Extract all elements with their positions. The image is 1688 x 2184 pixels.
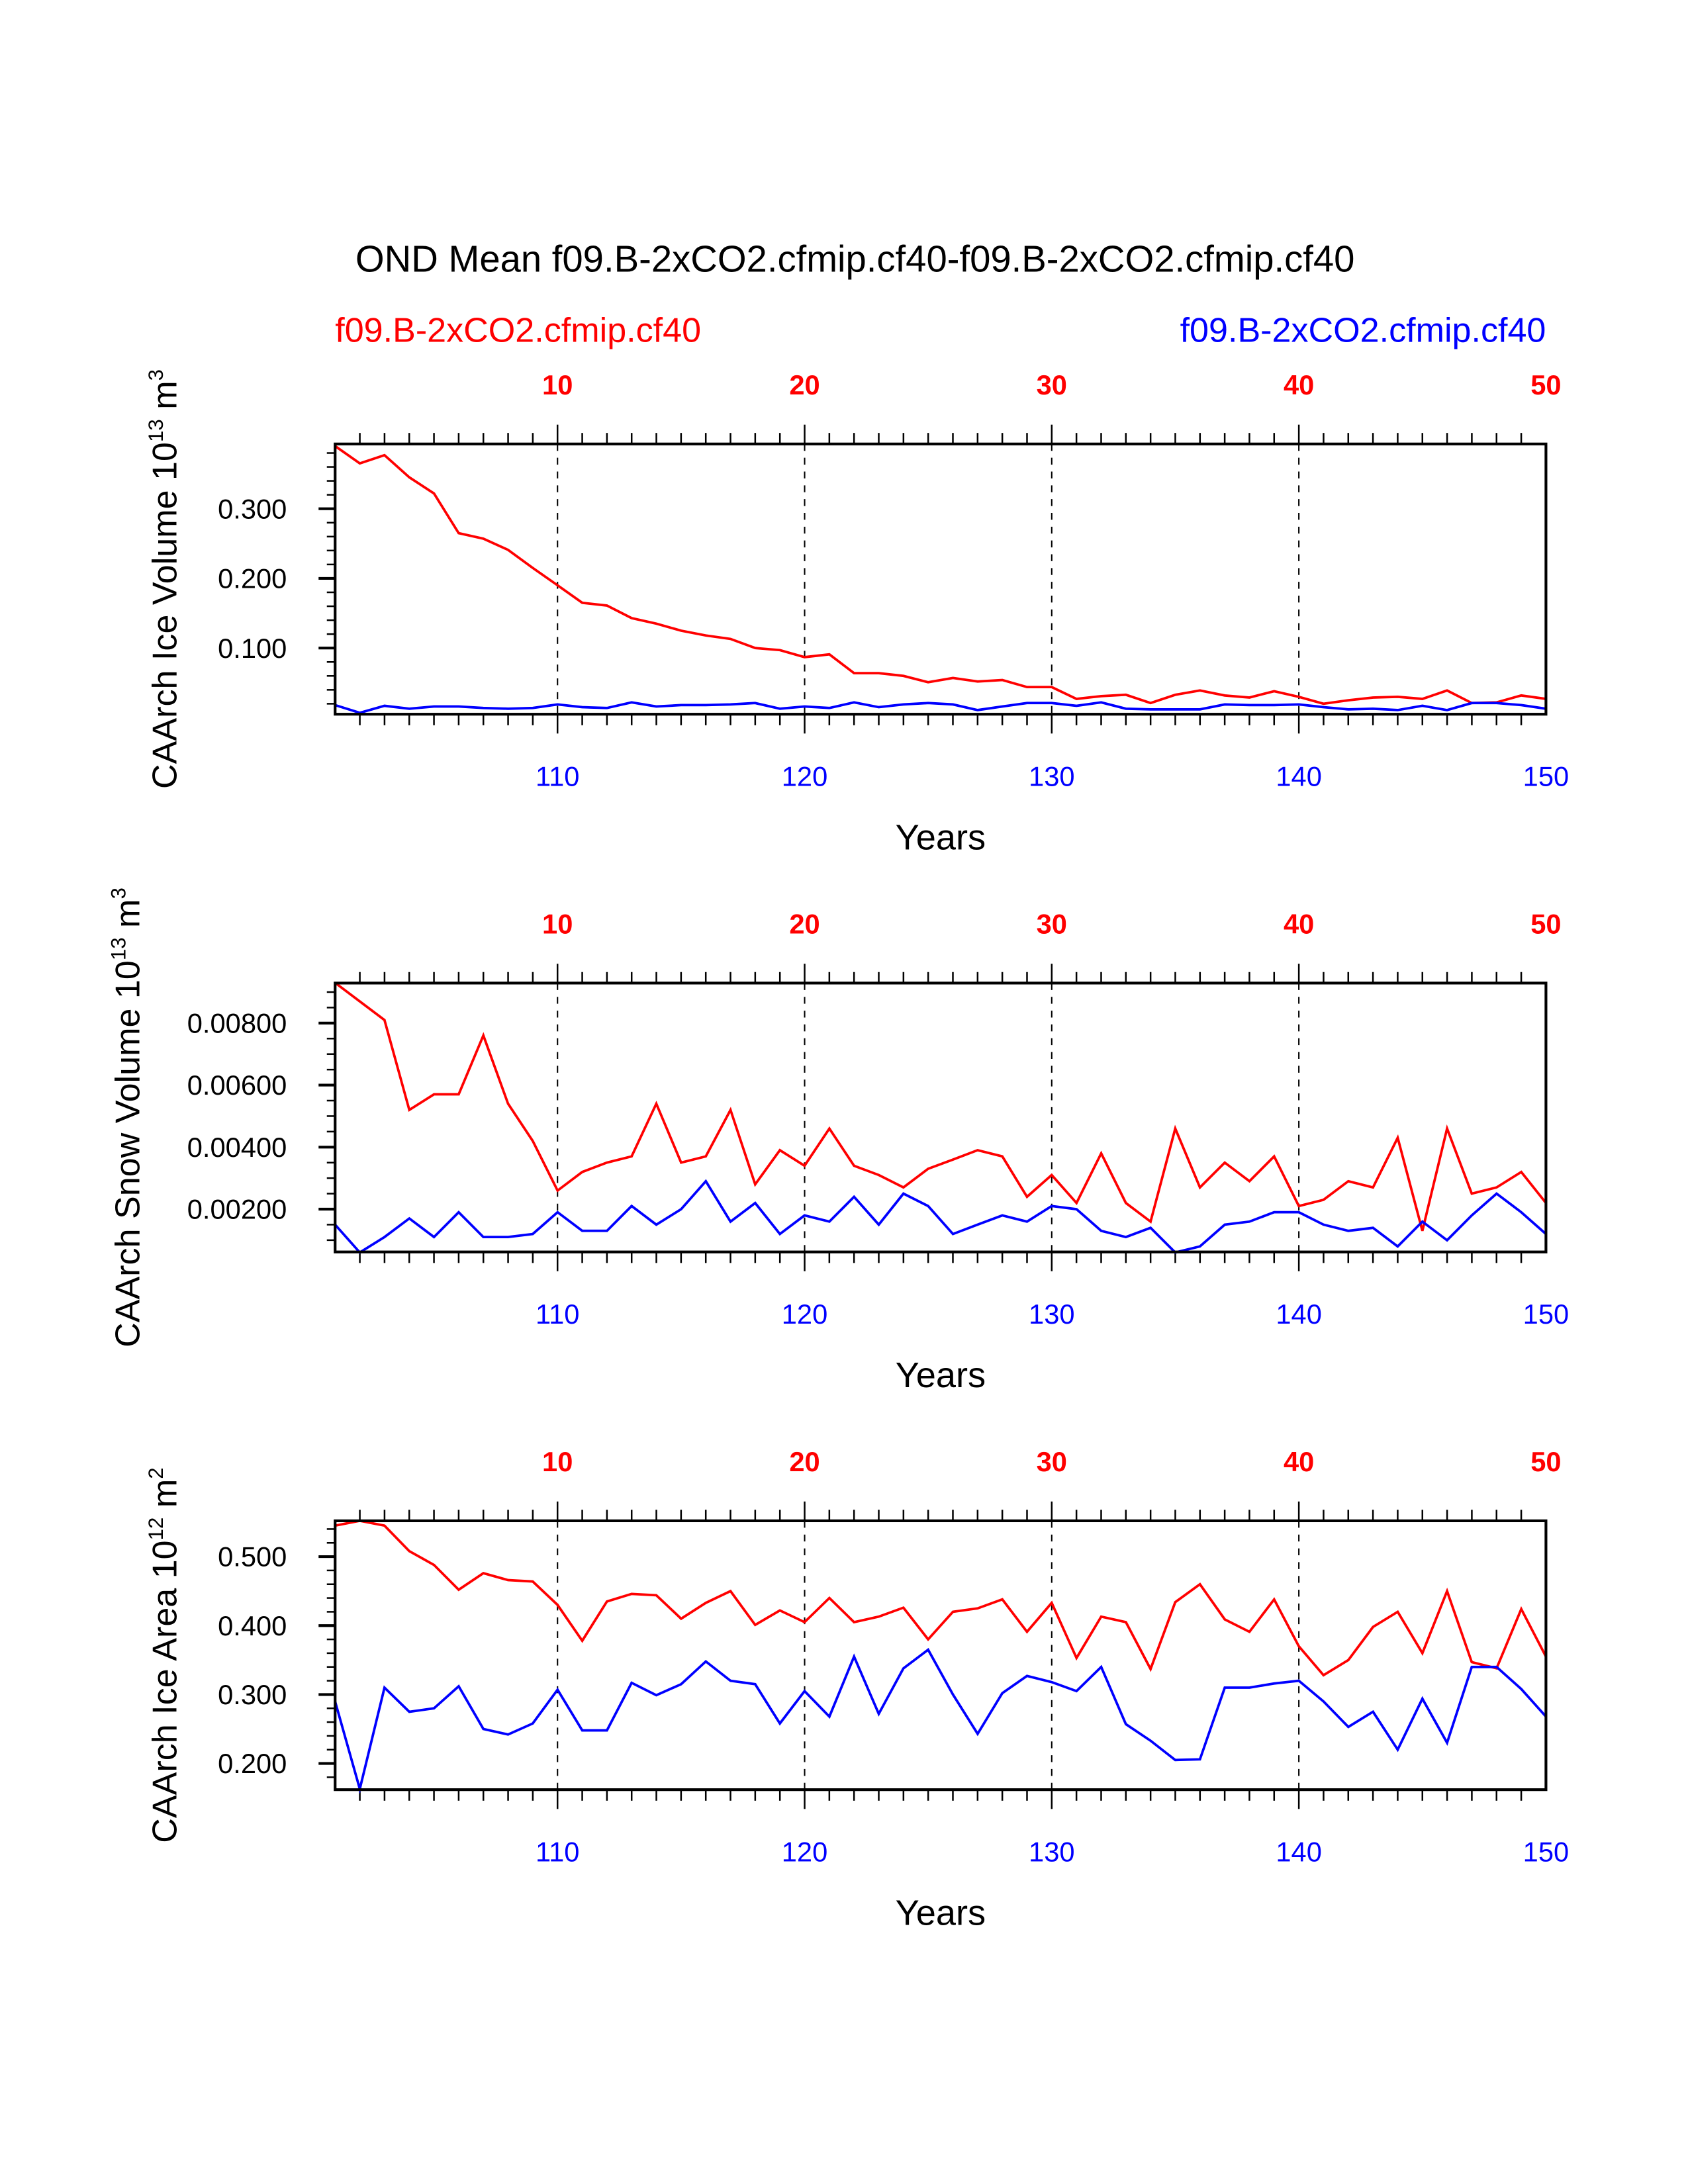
top-tick-label: 10	[542, 1446, 573, 1477]
blue-series-line	[334, 701, 1546, 715]
y-tick-label: 0.200	[218, 1748, 287, 1779]
bottom-tick-label: 110	[536, 1837, 579, 1868]
bottom-tick-label: 110	[536, 1298, 579, 1330]
x-axis-label: Years	[896, 1893, 986, 1933]
panel-2: 10 20 30 40 50 110 120 130 140 150 Years 0.00200 0.0…	[107, 887, 1570, 1395]
blue-series-line	[334, 1179, 1547, 1254]
bottom-tick-label: 150	[1523, 1837, 1570, 1868]
y-tick-label: 0.00200	[187, 1194, 287, 1225]
top-tick-label: 50	[1530, 908, 1561, 939]
y-tick-label: 0.100	[218, 633, 287, 664]
y-tick-label: 0.400	[218, 1610, 287, 1641]
bottom-tick-label: 140	[1276, 1298, 1322, 1330]
y-axis-label-part: m	[146, 381, 185, 419]
top-tick-label: 10	[542, 369, 573, 400]
bottom-tick-label: 120	[782, 1298, 828, 1330]
bottom-tick-label: 130	[1029, 1837, 1075, 1868]
top-tick-label: 40	[1284, 1446, 1314, 1477]
y-axis-label-part: 12	[144, 1518, 167, 1541]
y-axis-label-part: CAArch Ice Volume 10	[146, 442, 185, 789]
plot-frame	[334, 1519, 1548, 1792]
y-tick-label: 0.200	[218, 563, 287, 594]
top-tick-label: 50	[1530, 1446, 1561, 1477]
bottom-tick-label: 120	[782, 1837, 828, 1868]
red-series-line	[334, 981, 1547, 1232]
top-tick-label: 30	[1037, 1446, 1067, 1477]
y-tick-label: 0.300	[218, 493, 287, 524]
y-axis-label-part: 3	[107, 887, 130, 899]
y-tick-label: 0.00400	[187, 1132, 287, 1163]
y-axis-label-part: CAArch Snow Volume 10	[109, 960, 147, 1347]
top-tick-label: 20	[789, 1446, 820, 1477]
x-axis-label: Years	[896, 1355, 986, 1395]
chart-title: OND Mean f09.B-2xCO2.cfmip.cf40-f09.B-2x…	[355, 238, 1355, 279]
y-tick-label: 0.300	[218, 1679, 287, 1710]
x-axis-label: Years	[896, 817, 986, 857]
red-series-line	[334, 445, 1546, 705]
top-tick-label: 50	[1530, 369, 1561, 400]
panel-3: 10 20 30 40 50 110 120 130 140 150 Years 0.200 0.300…	[144, 1446, 1569, 1933]
bottom-tick-label: 150	[1523, 1298, 1570, 1330]
y-axis-label-part: m	[146, 1479, 185, 1518]
y-axis-label-part: 13	[107, 937, 130, 960]
y-axis-label-part: 3	[144, 369, 167, 381]
y-tick-label: 0.00800	[187, 1007, 287, 1038]
top-tick-label: 20	[789, 369, 820, 400]
y-tick-label: 0.500	[218, 1541, 287, 1572]
plot-frame	[334, 981, 1548, 1253]
subtitle-right: f09.B-2xCO2.cfmip.cf40	[1180, 312, 1546, 350]
top-tick-label: 20	[789, 908, 820, 939]
y-axis-label: CAArch Ice Volume 1013 m3	[144, 369, 185, 789]
blue-series-line	[334, 1647, 1547, 1794]
subtitle-left: f09.B-2xCO2.cfmip.cf40	[335, 312, 701, 350]
plot-frame	[334, 442, 1548, 716]
top-tick-label: 40	[1284, 369, 1314, 400]
red-series-line	[334, 1520, 1548, 1677]
top-tick-label: 30	[1037, 369, 1067, 400]
bottom-tick-label: 150	[1523, 761, 1570, 792]
y-axis-label-part: CAArch Ice Area 10	[146, 1540, 185, 1843]
bottom-tick-label: 130	[1029, 1298, 1075, 1330]
y-axis-label-part: 13	[144, 419, 167, 442]
y-axis-label-part: m	[109, 899, 147, 938]
y-axis-label-part: 2	[144, 1467, 167, 1479]
y-axis-label: CAArch Snow Volume 1013 m3	[107, 887, 148, 1347]
bottom-tick-label: 130	[1029, 761, 1075, 792]
bottom-tick-label: 120	[782, 761, 828, 792]
panel-1: 10 20 30 40 50 110 120 130 140 150 Years 0.100 0.200…	[144, 369, 1569, 857]
top-tick-label: 30	[1037, 908, 1067, 939]
bottom-tick-label: 140	[1276, 1837, 1322, 1868]
y-tick-label: 0.00600	[187, 1069, 287, 1101]
bottom-tick-label: 140	[1276, 761, 1322, 792]
bottom-tick-label: 110	[536, 761, 579, 792]
top-tick-label: 10	[542, 908, 573, 939]
y-axis-label: CAArch Ice Area 1012 m2	[144, 1467, 185, 1843]
top-tick-label: 40	[1284, 908, 1314, 939]
